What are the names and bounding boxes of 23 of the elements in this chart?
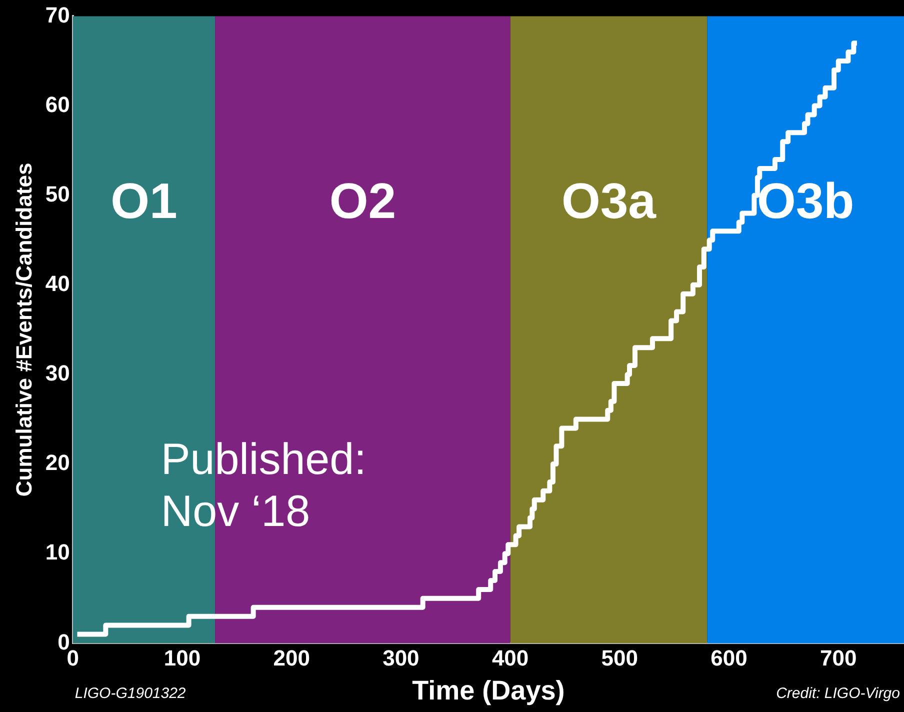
annotation: Published: Nov ‘18 [160,434,366,536]
x-tick-label: 100 [164,645,201,670]
band-label: O3b [756,173,854,230]
y-tick-label: 10 [45,540,70,565]
y-tick-label: 70 [45,2,70,28]
x-tick-label: 400 [492,645,529,670]
y-axis-title: Cumulative #Events/Candidates [11,162,36,497]
x-tick-label: 500 [601,645,638,670]
band-label: O1 [110,173,178,230]
band-label: O3a [561,173,658,230]
y-tick-label: 60 [45,92,70,117]
y-tick-label: 20 [45,450,70,476]
text: Credit: LIGO-Virgo [776,685,900,702]
y-tick-label: 30 [45,360,70,386]
y-tick-label: 40 [45,270,70,296]
x-axis-title: Time (Days) [412,675,565,706]
x-tick-label: 300 [382,645,420,670]
band-label: O2 [329,173,396,230]
x-tick-label: 200 [273,645,310,670]
x-tick-label: 600 [710,645,748,670]
text: LIGO-G1901322 [74,685,186,702]
x-tick-label: 700 [820,645,857,670]
y-tick-label: 50 [45,181,70,206]
